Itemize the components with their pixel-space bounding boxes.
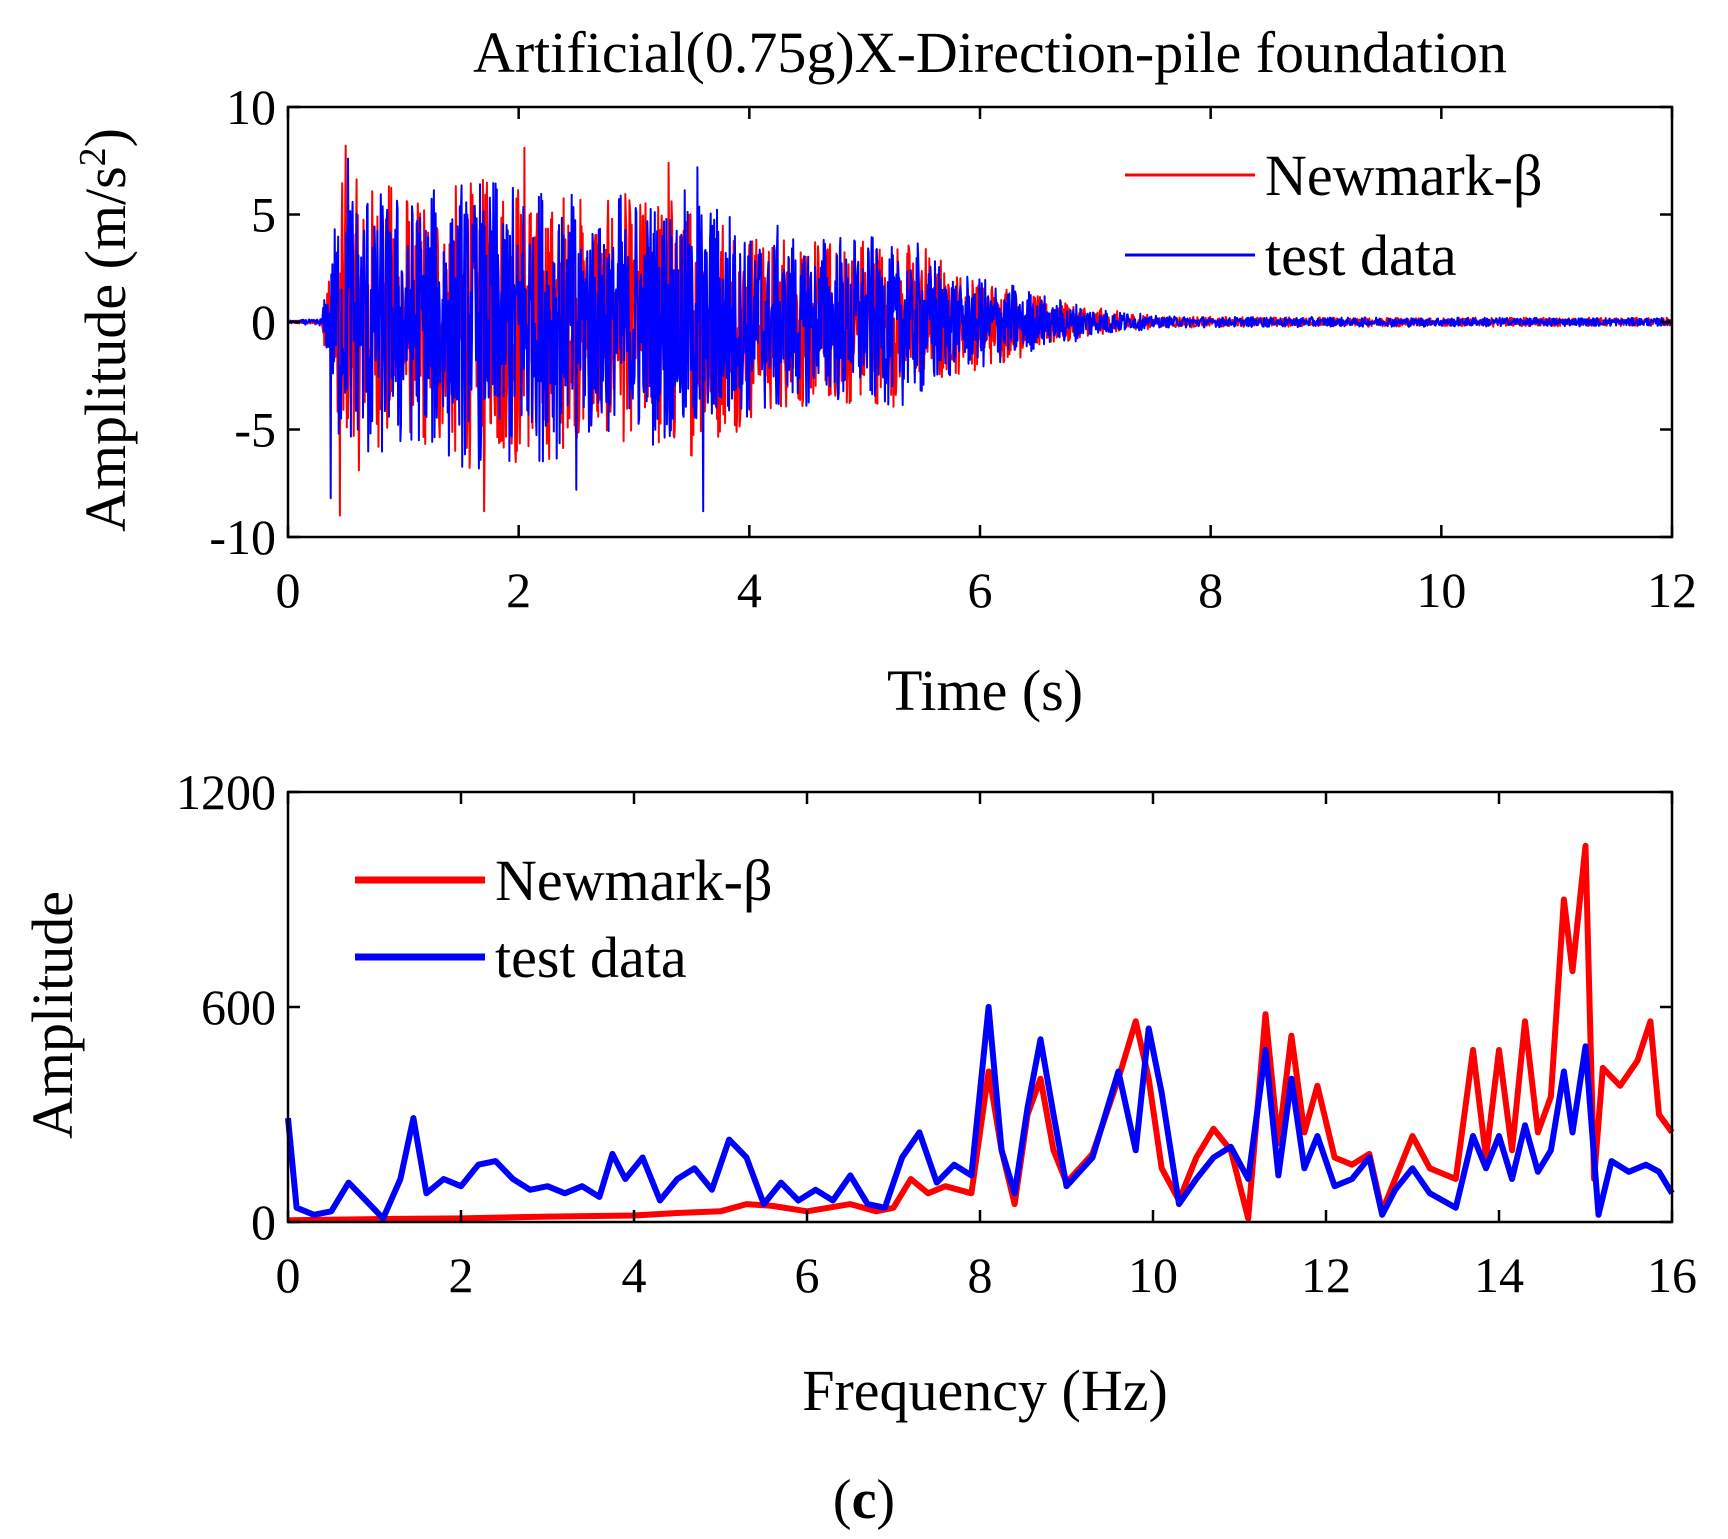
- time-history-legend: Newmark-β test data: [1125, 143, 1543, 288]
- series-newmark-beta: [287, 842, 1675, 1224]
- acceleration-axis-title-superscript: 2: [72, 147, 114, 166]
- time-history-y-tick-label: 10: [226, 79, 276, 135]
- acceleration-axis-title-close: ): [73, 128, 138, 147]
- figure-caption: (c): [833, 1469, 895, 1531]
- spectrum-y-tick-label: 1200: [176, 764, 276, 820]
- chart-title: Artificial(0.75g)X-Direction-pile founda…: [473, 20, 1507, 85]
- caption-open: (: [833, 1469, 852, 1531]
- spectrum-x-tick-label: 6: [795, 1247, 820, 1303]
- caption-close: ): [876, 1469, 895, 1531]
- caption-letter: c: [852, 1469, 877, 1531]
- spectrum-x-tick-label: 12: [1301, 1247, 1351, 1303]
- time-history-y-tick-label: 0: [251, 294, 276, 350]
- acceleration-axis-title: Amplitude (m/s2): [72, 128, 138, 532]
- series-test-data: [285, 1004, 1675, 1222]
- spectrum-amplitude-axis-title: Amplitude: [20, 891, 85, 1139]
- time-history-x-tick-label: 6: [968, 562, 993, 618]
- legend-test-label: test data: [495, 925, 687, 990]
- spectrum-plot-area: [285, 842, 1675, 1224]
- spectrum-legend: Newmark-β test data: [355, 848, 773, 990]
- time-history-x-tick-label: 4: [737, 562, 762, 618]
- time-history-y-tick-label: -10: [209, 509, 276, 565]
- legend-newmark-label: Newmark-β: [495, 848, 773, 913]
- spectrum-y-tick-label: 0: [251, 1194, 276, 1250]
- time-history-chart: Artificial(0.75g)X-Direction-pile founda…: [72, 20, 1697, 723]
- spectrum-x-tick-label: 0: [276, 1247, 301, 1303]
- time-axis-title: Time (s): [887, 658, 1083, 723]
- spectrum-y-tick-label: 600: [201, 979, 276, 1035]
- acceleration-axis-title-main: Amplitude (m/s: [73, 166, 138, 532]
- time-history-x-tick-label: 12: [1647, 562, 1697, 618]
- time-history-y-tick-label: -5: [234, 402, 276, 458]
- spectrum-x-tick-label: 14: [1474, 1247, 1524, 1303]
- series-test-data: [287, 157, 1673, 513]
- spectrum-x-tick-label: 10: [1128, 1247, 1178, 1303]
- spectrum-x-tick-label: 4: [622, 1247, 647, 1303]
- spectrum-x-tick-label: 8: [968, 1247, 993, 1303]
- time-history-x-tick-label: 10: [1416, 562, 1466, 618]
- spectrum-x-tick-label: 16: [1647, 1247, 1697, 1303]
- spectrum-x-tick-label: 2: [449, 1247, 474, 1303]
- time-history-y-tick-label: 5: [251, 187, 276, 243]
- fourier-spectrum-chart: 0 2 4 6 8 10 12 14 16 0 600 1200 Frequency (Hz) Amp…: [20, 764, 1697, 1423]
- legend-test-label: test data: [1265, 223, 1457, 288]
- time-history-ticks: 0 2 4 6 8 10 12 -10 -5 0 5 10: [209, 79, 1697, 618]
- time-history-plot-area: [287, 144, 1673, 517]
- time-history-x-tick-label: 0: [276, 562, 301, 618]
- frequency-axis-title: Frequency (Hz): [802, 1358, 1168, 1423]
- time-history-x-tick-label: 8: [1198, 562, 1223, 618]
- legend-newmark-label: Newmark-β: [1265, 143, 1543, 208]
- spectrum-ticks: 0 2 4 6 8 10 12 14 16 0 600 1200: [176, 764, 1697, 1303]
- time-history-x-tick-label: 2: [506, 562, 531, 618]
